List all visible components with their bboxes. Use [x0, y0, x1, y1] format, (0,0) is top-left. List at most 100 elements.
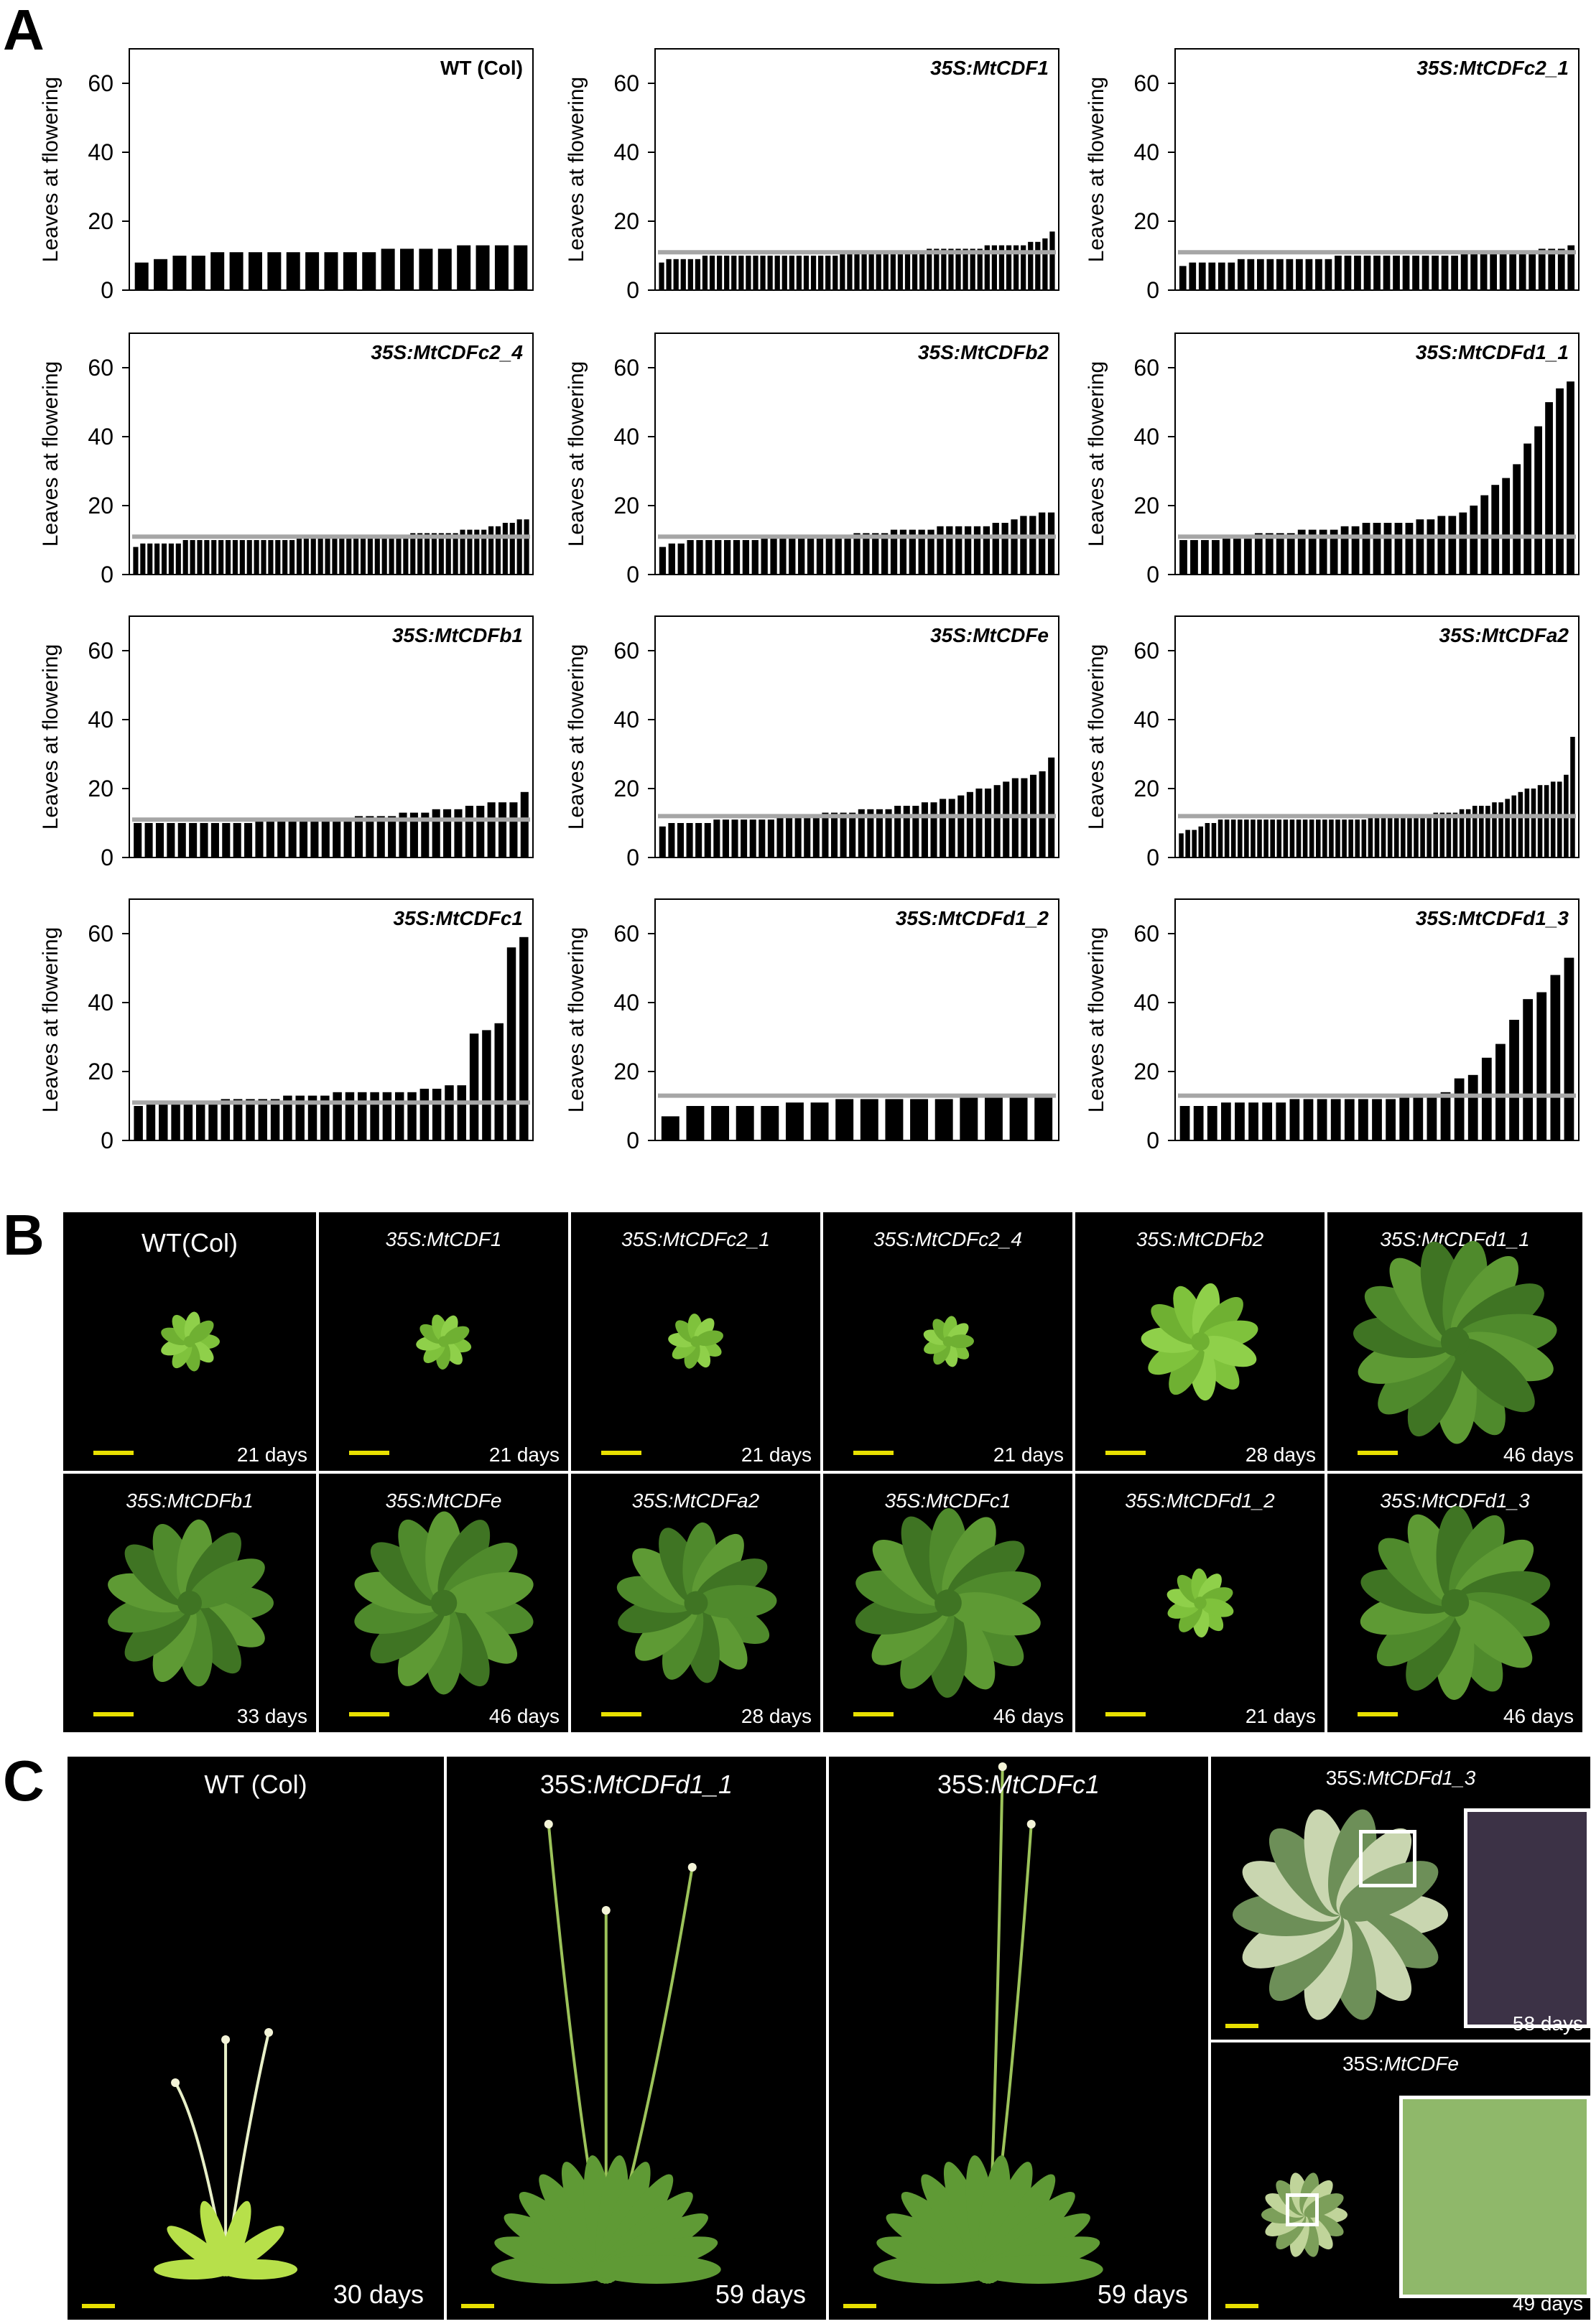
y-tick-label: 20 [1133, 776, 1159, 801]
y-axis-label: Leaves at flowering [39, 77, 62, 263]
bar [1505, 799, 1510, 857]
bar [370, 1092, 379, 1140]
bar [310, 536, 316, 575]
bar-chart: 0 20 40 60 Leaves at flowering WT (Col) [39, 48, 534, 303]
flowering-plant-photo: 35S:MtCDFe 49 days [1211, 2042, 1590, 2320]
bar [1266, 259, 1274, 290]
bar [985, 789, 992, 857]
bar [1470, 506, 1478, 575]
bar [1402, 256, 1410, 290]
y-tick-label: 0 [626, 277, 639, 303]
bar [1198, 262, 1206, 290]
bar [1381, 816, 1386, 857]
bar [883, 252, 889, 290]
bar [661, 1116, 679, 1140]
bar [159, 1102, 168, 1140]
bar [267, 252, 282, 290]
genotype-label: 35S:MtCDFe [1342, 2053, 1459, 2075]
y-tick-label: 60 [88, 70, 113, 96]
y-tick-label: 20 [1133, 208, 1159, 234]
bar [1448, 516, 1457, 575]
leaf-shape [591, 2255, 721, 2284]
bar [1490, 252, 1498, 290]
bar [759, 819, 766, 857]
bar [1479, 806, 1484, 857]
bar [1534, 426, 1542, 575]
bar [310, 819, 319, 857]
bar [786, 816, 793, 857]
bar [321, 819, 330, 857]
bar [474, 529, 480, 575]
bar [984, 245, 990, 290]
bar [1537, 785, 1543, 857]
bar [909, 529, 916, 575]
bar [467, 529, 473, 575]
y-tick-label: 40 [88, 424, 113, 450]
bar [147, 543, 153, 575]
y-tick-label: 20 [88, 208, 113, 234]
bar [469, 1033, 479, 1140]
bar [453, 533, 458, 575]
bar [687, 259, 693, 290]
y-tick-label: 40 [88, 707, 113, 733]
bar [1305, 259, 1313, 290]
bar [1265, 533, 1274, 575]
bar [514, 245, 528, 290]
bar [1243, 536, 1252, 575]
rosette-image [161, 1311, 220, 1372]
age-label: 58 days [1512, 2012, 1583, 2035]
bar [1362, 523, 1370, 575]
bar [254, 540, 259, 575]
scale-bar [843, 2304, 876, 2308]
bar [367, 536, 373, 575]
bar [946, 526, 953, 575]
panel-b-row-2: 35S:MtCDFb1 33 days 35S:MtCDFe 46 days 35S:M… [63, 1474, 1582, 1732]
bar [146, 1102, 156, 1140]
leaf-shape [1200, 1335, 1256, 1367]
bar [358, 1092, 367, 1140]
bar [333, 819, 341, 857]
bar [275, 540, 281, 575]
bar [794, 816, 802, 857]
bar [1179, 540, 1187, 575]
bar [432, 1089, 442, 1140]
bar [1557, 781, 1562, 857]
bar [1420, 816, 1425, 857]
bar [810, 1102, 829, 1140]
bar [1222, 536, 1230, 575]
bar [897, 252, 904, 290]
bar [1393, 256, 1400, 290]
bar [1412, 256, 1419, 290]
bar [973, 526, 981, 575]
bar [332, 536, 338, 575]
bar [268, 540, 274, 575]
chart-title: 35S:MtCDFd1_3 [1416, 907, 1569, 929]
flower-head [171, 2078, 180, 2087]
bar [804, 816, 811, 857]
bar [1454, 1078, 1465, 1140]
bar [1550, 781, 1556, 857]
bar [417, 533, 423, 575]
bar [419, 1089, 430, 1140]
bar [1509, 1020, 1519, 1140]
bar [421, 812, 430, 857]
bar [803, 256, 810, 290]
age-label: 46 days [1503, 1705, 1574, 1727]
y-axis-label: Leaves at flowering [565, 361, 588, 547]
bar [1208, 262, 1216, 290]
bar [182, 540, 188, 575]
bar [1545, 402, 1553, 575]
chart-title: 35S:MtCDFc1 [394, 907, 523, 929]
bar [1394, 523, 1403, 575]
chart-title: 35S:MtCDFb1 [392, 624, 523, 646]
panel-letter-b: B [3, 1203, 45, 1267]
bar [210, 823, 219, 857]
bar [1363, 256, 1371, 290]
bar [409, 812, 418, 857]
bar [1020, 516, 1027, 575]
bar [248, 252, 262, 290]
bar-chart: 0 20 40 60 Leaves at flowering 35S:MtCDFb2 [565, 333, 1059, 587]
rosette-image [1141, 1283, 1258, 1401]
bar [204, 540, 210, 575]
bar [1335, 819, 1340, 857]
